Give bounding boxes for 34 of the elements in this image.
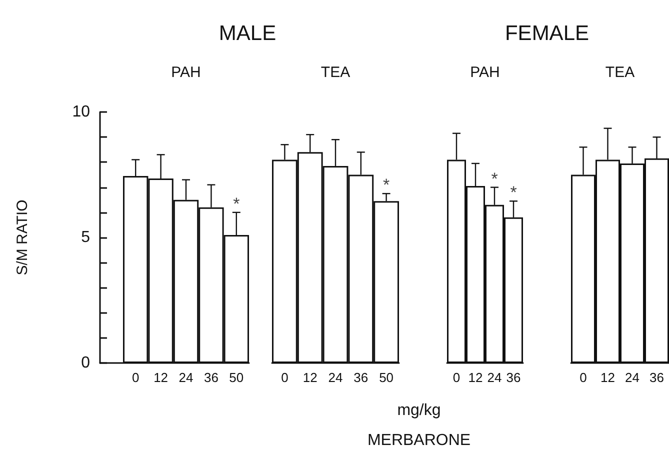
x-tick-label: 12 <box>600 370 615 385</box>
annotation: * <box>382 176 390 195</box>
x-tick-label: 36 <box>204 370 218 385</box>
x-tick-label: 50 <box>379 370 394 385</box>
x-tick-label: 24 <box>625 370 640 385</box>
chart-title: FEMALE <box>504 22 590 46</box>
text: MERBARONE <box>366 432 472 450</box>
chart-subtitle: TEA <box>604 64 636 81</box>
x-tick-label: 36 <box>650 370 664 385</box>
x-tick-label: 12 <box>468 370 483 385</box>
x-axis-title: mg/kg <box>396 402 442 420</box>
x-tick-label: 50 <box>229 370 244 385</box>
x-tick-label: 12 <box>302 370 318 385</box>
chart-subtitle: TEA <box>320 64 352 81</box>
x-tick-label: 24 <box>487 370 502 385</box>
y-tick-label: 5 <box>81 229 90 246</box>
x-tick-label: 0 <box>281 370 288 385</box>
y-axis-title: S/M RATIO <box>14 200 31 276</box>
chart-subtitle: PAH <box>170 64 202 81</box>
chart-title: MALE <box>218 22 278 46</box>
x-tick-label: 24 <box>328 370 343 385</box>
chart-subtitle: PAH <box>469 64 501 81</box>
y-tick-label: 10 <box>72 104 90 120</box>
annotation: * <box>233 194 240 214</box>
x-tick-label: 0 <box>452 370 460 385</box>
y-tick-label: 0 <box>81 354 90 372</box>
x-tick-label: 12 <box>154 370 168 385</box>
x-tick-label: 0 <box>580 370 587 385</box>
annotation: * <box>510 183 518 202</box>
annotation: * <box>491 169 498 188</box>
x-tick-label: 24 <box>178 370 194 385</box>
x-tick-label: 36 <box>506 370 521 385</box>
x-tick-label: 36 <box>354 370 368 385</box>
x-tick-label: 0 <box>132 370 140 385</box>
